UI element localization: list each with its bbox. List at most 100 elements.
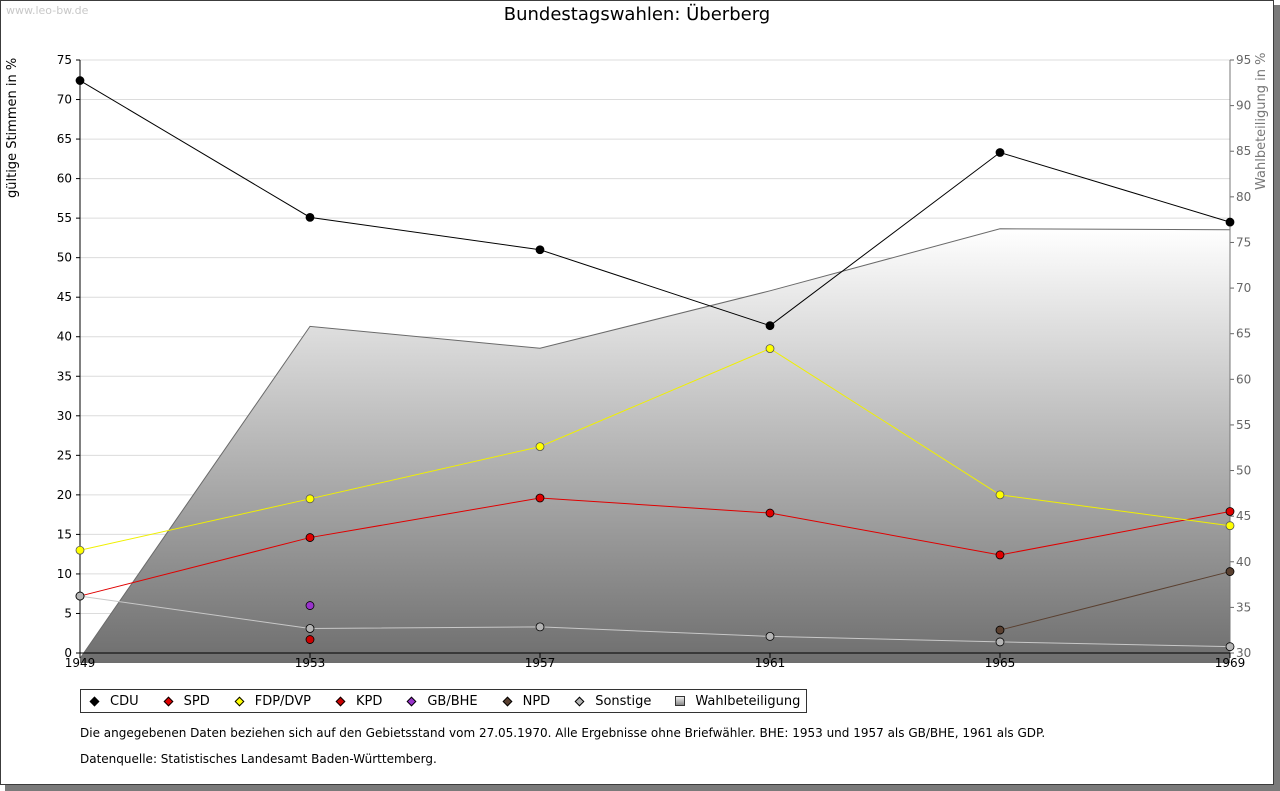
legend-item: Sonstige bbox=[570, 694, 651, 709]
turnout-area-edge bbox=[79, 228, 1231, 659]
y-tick-label: 70 bbox=[57, 93, 72, 107]
legend-diamond-icon bbox=[234, 696, 245, 706]
point-cdu bbox=[305, 212, 315, 222]
legend-square-icon bbox=[675, 696, 686, 706]
y-tick-label: 30 bbox=[57, 409, 72, 423]
y2-tick-label: 40 bbox=[1236, 555, 1251, 569]
point-npd bbox=[995, 625, 1005, 635]
y-tick-label: 45 bbox=[57, 290, 72, 304]
legend-diamond-icon bbox=[89, 696, 100, 706]
y2-tick-label: 80 bbox=[1236, 190, 1251, 204]
series-line-npd bbox=[999, 571, 1231, 631]
legend-item: SPD bbox=[159, 694, 210, 709]
legend-diamond-icon bbox=[163, 696, 174, 706]
point-kpd bbox=[305, 635, 315, 644]
legend: CDU SPD FDP/DVP KPD GB/BHE NPD Sonstige Wahlbet… bbox=[80, 689, 808, 713]
y2-tick-label: 55 bbox=[1236, 418, 1251, 432]
point-fdp-dvp bbox=[995, 490, 1005, 500]
legend-item: NPD bbox=[498, 693, 551, 709]
point-fdp-dvp bbox=[305, 494, 315, 504]
y-tick-label: 5 bbox=[64, 606, 72, 620]
y-tick-label: 0 bbox=[64, 646, 72, 660]
y-tick-label: 50 bbox=[57, 251, 72, 265]
y2-tick-label: 70 bbox=[1236, 281, 1251, 295]
point-cdu bbox=[995, 148, 1005, 157]
point-sonstige bbox=[535, 622, 545, 632]
legend-item: Wahlbeteiligung bbox=[671, 694, 800, 709]
x-tick-label: 1961 bbox=[755, 656, 786, 670]
tick-labels: 0 5 10 15 20 25 30 35 40 45 50 55 60 65 70 75 30 35 40 45 50… bbox=[57, 53, 1252, 670]
legend-label: FDP/DVP bbox=[254, 693, 311, 709]
legend-item: GB/BHE bbox=[402, 693, 478, 709]
series-line-spd bbox=[79, 497, 1231, 597]
y2-tick-label: 60 bbox=[1236, 372, 1251, 386]
y2-tick-label: 50 bbox=[1236, 464, 1251, 478]
point-sonstige bbox=[1225, 642, 1235, 652]
point-spd bbox=[535, 493, 545, 503]
point-cdu bbox=[535, 245, 545, 255]
legend-item: KPD bbox=[331, 694, 382, 709]
point-cdu bbox=[765, 321, 775, 331]
legend-diamond-icon bbox=[502, 696, 513, 706]
legend-label: SPD bbox=[183, 693, 210, 709]
x-tick-label: 1957 bbox=[525, 656, 556, 670]
chart-title: Bundestagswahlen: Überberg bbox=[503, 4, 771, 25]
series-points bbox=[75, 76, 1235, 652]
y-tick-label: 15 bbox=[57, 527, 72, 541]
point-fdp-dvp bbox=[1225, 521, 1235, 531]
y2-tick-label: 65 bbox=[1236, 327, 1251, 341]
legend-label: NPD bbox=[522, 693, 551, 709]
legend-label: Sonstige bbox=[595, 693, 652, 709]
legend-label: CDU bbox=[110, 693, 139, 709]
y-tick-label: 10 bbox=[57, 567, 72, 581]
legend-diamond-icon bbox=[406, 696, 417, 706]
point-cdu bbox=[1225, 217, 1235, 227]
footnote-gebietsstand: Die angegebenen Daten beziehen sich auf … bbox=[80, 726, 1046, 740]
legend-diamond-icon bbox=[574, 696, 585, 706]
legend-label: GB/BHE bbox=[427, 693, 478, 709]
y-tick-label: 25 bbox=[57, 448, 72, 462]
y-tick-label: 20 bbox=[57, 488, 72, 502]
y-tick-label: 75 bbox=[57, 53, 72, 67]
series-line-fdp-dvp bbox=[79, 348, 1231, 551]
y-tick-label: 55 bbox=[57, 211, 72, 225]
footnote-datenquelle: Datenquelle: Statistisches Landesamt Bad… bbox=[80, 752, 437, 766]
frame-shadow-bottom bbox=[5, 785, 1280, 791]
point-fdp-dvp bbox=[765, 344, 775, 353]
legend-item: FDP/DVP bbox=[230, 694, 311, 709]
point-gb-bhe bbox=[305, 601, 315, 610]
legend-label: KPD bbox=[355, 693, 383, 709]
watermark: www.leo-bw.de bbox=[6, 4, 89, 17]
y2-tick-label: 45 bbox=[1236, 509, 1251, 523]
point-sonstige bbox=[995, 637, 1005, 647]
point-sonstige bbox=[75, 591, 85, 601]
point-spd bbox=[765, 508, 775, 518]
legend-diamond-icon bbox=[335, 696, 346, 706]
y-tick-label: 35 bbox=[57, 369, 72, 383]
y-tick-label: 40 bbox=[57, 330, 72, 344]
y2-tick-label: 90 bbox=[1236, 99, 1251, 113]
point-fdp-dvp bbox=[535, 442, 545, 452]
y2-tick-label: 35 bbox=[1236, 600, 1251, 614]
x-tick-label: 1953 bbox=[295, 656, 326, 670]
chart-plot: 0 5 10 15 20 25 30 35 40 45 50 55 60 65 70 75 30 35 40 45 50… bbox=[57, 53, 1252, 670]
legend-label: Wahlbeteiligung bbox=[695, 693, 801, 709]
series-lines bbox=[79, 80, 1231, 648]
x-tick-label: 1965 bbox=[985, 656, 1016, 670]
y2-tick-label: 75 bbox=[1236, 235, 1251, 249]
legend-item: CDU bbox=[85, 694, 139, 709]
y2-tick-label: 95 bbox=[1236, 53, 1251, 67]
y2-tick-label: 30 bbox=[1236, 646, 1251, 660]
series-line-cdu bbox=[79, 80, 1231, 327]
point-spd bbox=[305, 533, 315, 542]
point-spd bbox=[1225, 507, 1235, 516]
y-tick-label: 65 bbox=[57, 132, 72, 146]
point-sonstige bbox=[765, 631, 775, 641]
turnout-area bbox=[79, 228, 1231, 663]
point-cdu bbox=[75, 76, 85, 85]
point-npd bbox=[1225, 567, 1235, 576]
y2-tick-label: 85 bbox=[1236, 144, 1251, 158]
y-tick-label: 60 bbox=[57, 172, 72, 186]
point-fdp-dvp bbox=[75, 545, 85, 555]
x-tick-label: 1949 bbox=[65, 656, 96, 670]
